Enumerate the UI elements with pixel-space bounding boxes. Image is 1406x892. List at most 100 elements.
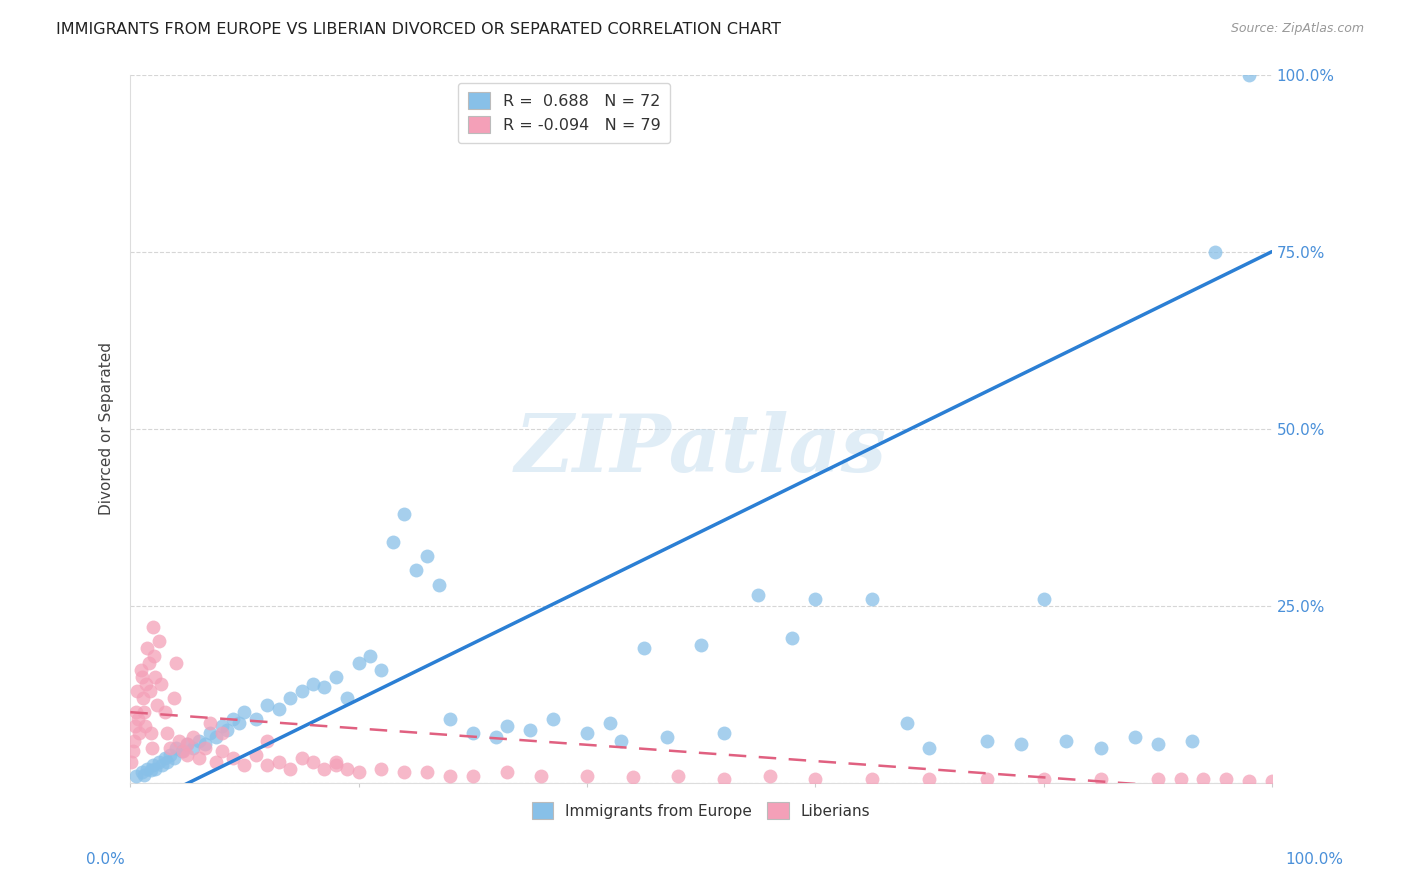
Point [599, 715, 621, 730]
Point [461, 726, 484, 740]
Point [416, 549, 439, 564]
Point [610, 733, 633, 747]
Point [136, 762, 159, 776]
Point [125, 705, 148, 719]
Point [381, 535, 404, 549]
Point [394, 507, 416, 521]
Point [129, 663, 152, 677]
Point [416, 765, 439, 780]
Point [136, 641, 159, 656]
Text: 100.0%: 100.0% [1285, 852, 1344, 867]
Point [1146, 737, 1168, 751]
Point [713, 726, 735, 740]
Point [138, 656, 160, 670]
Point [256, 698, 278, 712]
Point [124, 719, 146, 733]
Point [1237, 68, 1260, 82]
Point [145, 762, 167, 776]
Point [325, 755, 347, 769]
Point [211, 719, 233, 733]
Point [159, 747, 181, 762]
Point [233, 758, 256, 772]
Point [200, 726, 222, 740]
Point [347, 656, 370, 670]
Point [128, 726, 150, 740]
Point [132, 691, 155, 706]
Point [302, 755, 325, 769]
Point [918, 740, 941, 755]
Point [138, 684, 160, 698]
Point [200, 715, 222, 730]
Point [211, 744, 233, 758]
Point [131, 670, 153, 684]
Point [1192, 772, 1215, 787]
Point [181, 730, 204, 744]
Text: ZIPatlas: ZIPatlas [515, 411, 887, 489]
Point [267, 701, 290, 715]
Point [290, 751, 312, 765]
Point [860, 772, 883, 787]
Point [145, 698, 167, 712]
Point [290, 684, 312, 698]
Point [139, 726, 162, 740]
Point [267, 755, 290, 769]
Point [142, 758, 165, 772]
Point [150, 677, 173, 691]
Point [245, 747, 267, 762]
Point [176, 737, 198, 751]
Point [621, 770, 644, 784]
Point [205, 730, 228, 744]
Point [163, 691, 186, 706]
Point [156, 755, 179, 769]
Point [148, 634, 170, 648]
Point [181, 740, 204, 755]
Point [148, 755, 170, 769]
Point [150, 758, 173, 772]
Point [713, 772, 735, 787]
Point [314, 681, 336, 695]
Point [1032, 772, 1054, 787]
Point [233, 705, 256, 719]
Point [170, 744, 193, 758]
Point [278, 762, 301, 776]
Point [163, 751, 186, 765]
Point [439, 712, 461, 726]
Point [172, 744, 194, 758]
Legend: Immigrants from Europe, Liberians: Immigrants from Europe, Liberians [526, 797, 877, 825]
Point [222, 751, 245, 765]
Point [135, 677, 157, 691]
Point [405, 564, 427, 578]
Point [132, 705, 155, 719]
Point [325, 758, 347, 772]
Point [427, 577, 450, 591]
Point [519, 723, 541, 737]
Point [176, 747, 198, 762]
Point [804, 591, 827, 606]
Point [804, 772, 827, 787]
Point [1237, 773, 1260, 788]
Point [1090, 772, 1112, 787]
Point [1204, 244, 1226, 259]
Point [336, 762, 359, 776]
Point [1261, 773, 1284, 788]
Point [439, 769, 461, 783]
Point [278, 691, 301, 706]
Point [125, 769, 148, 783]
Text: IMMIGRANTS FROM EUROPE VS LIBERIAN DIVORCED OR SEPARATED CORRELATION CHART: IMMIGRANTS FROM EUROPE VS LIBERIAN DIVOR… [56, 22, 782, 37]
Point [655, 730, 678, 744]
Point [165, 740, 187, 755]
Point [461, 769, 484, 783]
Point [1215, 772, 1237, 787]
Point [860, 591, 883, 606]
Point [496, 719, 519, 733]
Point [1010, 737, 1032, 751]
Point [127, 712, 149, 726]
Point [314, 762, 336, 776]
Point [976, 733, 998, 747]
Point [485, 730, 508, 744]
Point [211, 726, 233, 740]
Point [139, 764, 162, 778]
Point [496, 765, 519, 780]
Point [193, 740, 215, 755]
Point [1146, 772, 1168, 787]
